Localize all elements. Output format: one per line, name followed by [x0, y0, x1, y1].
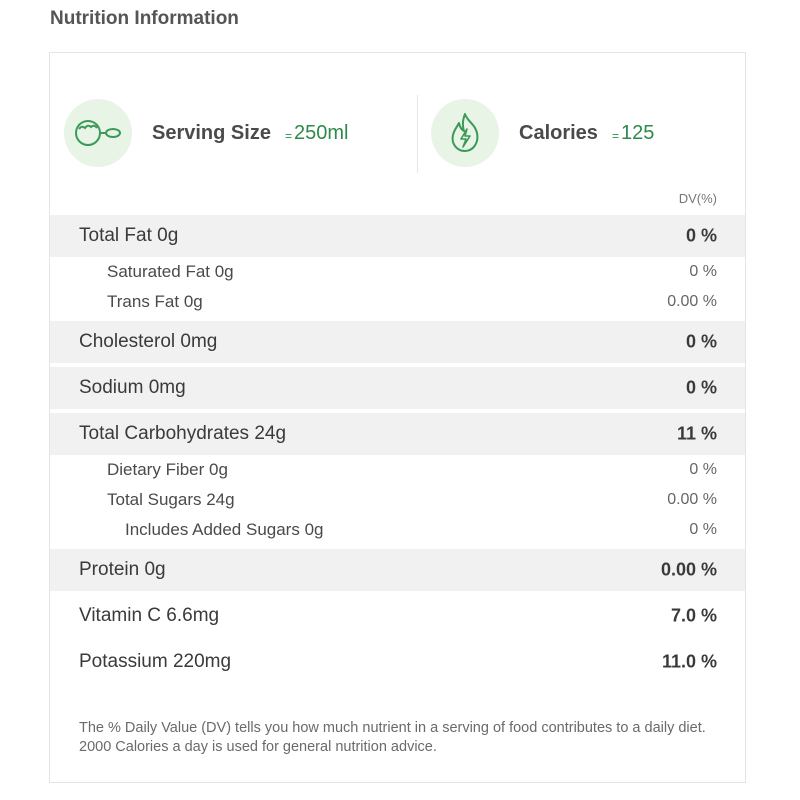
table-row: Vitamin C 6.6mg 7.0 % [50, 595, 745, 637]
table-row: Dietary Fiber 0g 0 % [50, 455, 745, 485]
summary-divider [417, 95, 418, 173]
nutrient-name: Includes Added Sugars 0g [125, 520, 324, 539]
table-row: Potassium 220mg 11.0 % [50, 641, 745, 683]
nutrient-name: Protein 0g [79, 559, 166, 580]
measuring-scoop-icon [64, 99, 132, 167]
table-row: Includes Added Sugars 0g 0 % [50, 515, 745, 545]
summary-section: Serving Size = 250ml Calories = 125 [50, 53, 745, 193]
table-row: Cholesterol 0mg 0 % [50, 321, 745, 363]
table-row: Trans Fat 0g 0.00 % [50, 287, 745, 317]
serving-size-value: 250ml [293, 121, 349, 144]
page-title: Nutrition Information [50, 8, 239, 29]
flame-icon [431, 99, 499, 167]
serving-size-label: Serving Size [152, 121, 271, 144]
nutrient-dv: 0 % [685, 331, 717, 352]
nutrient-dv: 0 % [689, 263, 717, 280]
nutrient-dv: 0.00 % [660, 559, 717, 580]
table-row: Total Carbohydrates 24g 11 % [50, 413, 745, 455]
nutrient-name: Trans Fat 0g [107, 292, 203, 311]
nutrient-name: Total Carbohydrates 24g [79, 423, 287, 444]
nutrient-name: Dietary Fiber 0g [107, 460, 228, 479]
table-row: Saturated Fat 0g 0 % [50, 257, 745, 287]
nutrient-name: Sodium 0mg [79, 377, 186, 398]
nutrient-dv: 0 % [685, 377, 717, 398]
nutrient-dv: 0.00 % [667, 293, 717, 310]
table-row: Sodium 0mg 0 % [50, 367, 745, 409]
calories-label: Calories [519, 121, 598, 144]
calories-equals: = [611, 128, 619, 143]
dv-footnote: The % Daily Value (DV) tells you how muc… [79, 720, 706, 755]
nutrient-dv: 11.0 % [661, 651, 717, 672]
nutrient-dv: 0 % [689, 521, 717, 538]
nutrient-name: Total Fat 0g [79, 225, 179, 246]
nutrient-dv: 0.00 % [667, 491, 717, 508]
nutrient-dv: 0 % [689, 461, 717, 478]
calories-block: Calories = 125 [431, 98, 654, 168]
serving-size-block: Serving Size = 250ml [64, 98, 348, 168]
nutrient-table: Total Fat 0g 0 % Saturated Fat 0g 0 % Tr… [50, 215, 745, 683]
nutrient-name: Cholesterol 0mg [79, 331, 218, 352]
nutrient-dv: 7.0 % [670, 605, 717, 626]
table-row: Total Sugars 24g 0.00 % [50, 485, 745, 515]
table-row: Total Fat 0g 0 % [50, 215, 745, 257]
nutrition-card: Serving Size = 250ml Calories = 125 DV(%… [49, 52, 746, 783]
nutrient-dv: 11 % [676, 423, 717, 444]
nutrient-dv: 0 % [685, 225, 717, 246]
serving-size-equals: = [284, 128, 292, 143]
nutrient-name: Potassium 220mg [79, 651, 232, 672]
dv-column-header: DV(%) [678, 191, 717, 206]
table-row: Protein 0g 0.00 % [50, 549, 745, 591]
nutrient-name: Saturated Fat 0g [107, 262, 234, 281]
nutrient-name: Vitamin C 6.6mg [79, 605, 220, 626]
nutrient-name: Total Sugars 24g [107, 490, 235, 509]
calories-value: 125 [620, 121, 655, 144]
